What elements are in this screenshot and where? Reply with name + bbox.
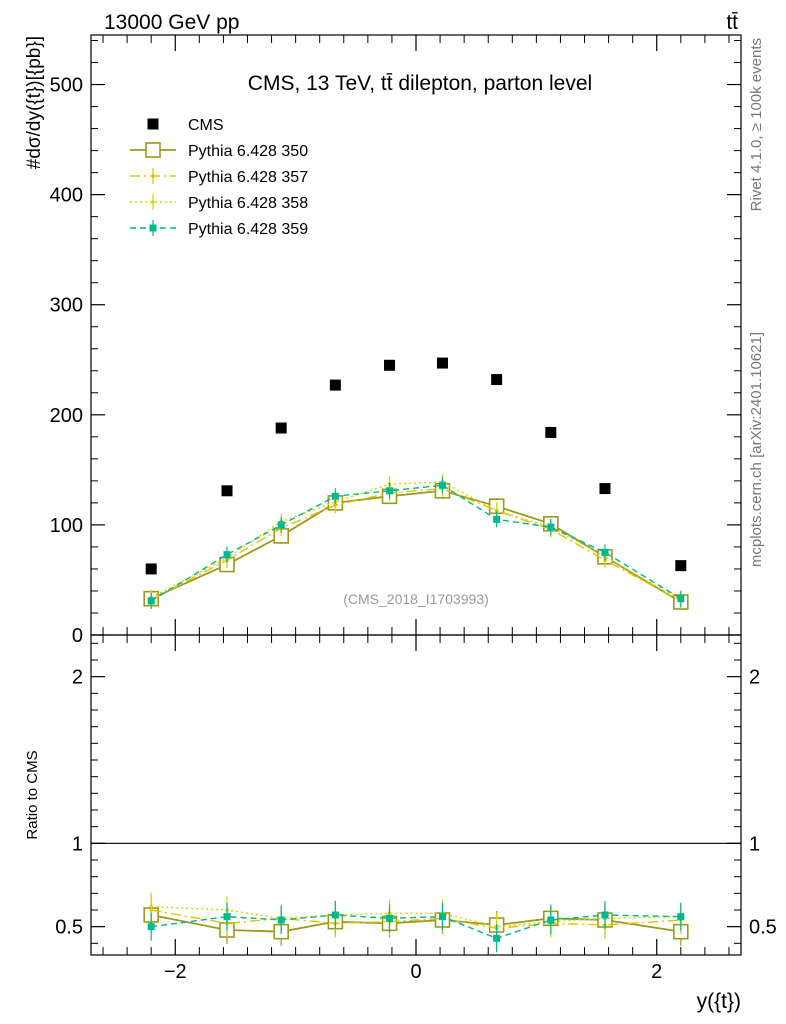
legend-marker xyxy=(151,200,155,204)
legend-marker xyxy=(151,174,155,178)
y-tick-label: 500 xyxy=(50,75,83,97)
ratio-line-1 xyxy=(151,914,681,933)
ratio-tick-label-right: 2 xyxy=(749,667,760,689)
main-marker-359 xyxy=(277,521,285,529)
main-marker-359 xyxy=(547,523,555,531)
ratio-marker-359 xyxy=(547,916,555,924)
cms-data-point xyxy=(145,563,157,575)
main-marker-359 xyxy=(223,551,231,559)
ratio-panel-frame xyxy=(90,634,742,956)
y-tick-label: 100 xyxy=(50,515,83,537)
ratio-tick-label: 1 xyxy=(72,833,83,855)
main-y-axis: 0 100 200 300 400 500 xyxy=(50,40,741,647)
watermark: (CMS_2018_I1703993) xyxy=(343,591,489,607)
ratio-marker-359 xyxy=(147,923,155,931)
ratio-y-axis: 0.5 0.5 1 1 2 2 xyxy=(55,642,777,944)
main-line-4 xyxy=(150,484,682,602)
x-axis: −2 0 2 xyxy=(102,35,730,983)
legend: CMS Pythia 6.428 350 Pythia 6.428 357 Pythi… xyxy=(130,117,308,238)
cms-data-point xyxy=(436,357,448,369)
ratio-tick-label: 2 xyxy=(72,667,83,689)
rivet-label: Rivet 4.1.0, ≥ 100k events xyxy=(748,38,765,211)
cms-data-point xyxy=(221,485,233,497)
ratio-marker-359 xyxy=(277,916,285,924)
main-line-1 xyxy=(150,489,682,603)
plot-title: CMS, 13 TeV, tt̄ dilepton, parton level xyxy=(248,72,592,95)
cms-data-point xyxy=(384,359,396,371)
main-marker-359 xyxy=(147,597,155,605)
x-tick-label: −2 xyxy=(164,961,187,983)
main-marker-359 xyxy=(331,492,339,500)
cms-data-point xyxy=(675,560,687,572)
cms-data-point xyxy=(491,374,503,386)
y-tick-label: 0 xyxy=(72,625,83,647)
main-marker-359 xyxy=(493,515,501,523)
legend-label: CMS xyxy=(188,117,224,134)
legend-label: Pythia 6.428 350 xyxy=(188,143,308,160)
cms-data-point xyxy=(329,379,341,391)
main-marker-359 xyxy=(677,595,685,603)
ratio-line-2 xyxy=(151,909,681,930)
header-left-label: 13000 GeV pp xyxy=(104,11,239,34)
main-series xyxy=(143,357,689,610)
main-marker-359 xyxy=(438,481,446,489)
y-tick-label: 300 xyxy=(50,295,83,317)
y-tick-label: 400 xyxy=(50,185,83,207)
ratio-line-3 xyxy=(151,905,681,928)
x-tick-label: 2 xyxy=(651,961,662,983)
legend-marker-cms xyxy=(147,118,159,130)
ratio-line-4 xyxy=(151,914,681,940)
ratio-tick-label: 0.5 xyxy=(55,917,83,939)
header-right-label: tt̄ xyxy=(726,11,738,34)
main-marker-359 xyxy=(386,487,394,495)
ratio-marker-359 xyxy=(386,914,394,922)
legend-label: Pythia 6.428 358 xyxy=(188,195,308,212)
main-line-3 xyxy=(150,481,682,601)
cms-data-point xyxy=(275,422,287,434)
main-marker-359 xyxy=(601,548,609,556)
main-line-2 xyxy=(150,487,682,602)
y-axis-label: #dσ/dy({t})[{pb}] xyxy=(24,36,45,169)
legend-marker-359 xyxy=(149,224,157,232)
mcplots-label: mcplots.cern.ch [arXiv:2401.10621] xyxy=(748,332,765,567)
cms-data-point xyxy=(545,426,557,438)
cms-data-point xyxy=(599,483,611,495)
legend-marker-350 xyxy=(145,142,161,158)
legend-label: Pythia 6.428 357 xyxy=(188,169,308,186)
ratio-y-axis-label: Ratio to CMS xyxy=(24,750,41,839)
ratio-marker-359 xyxy=(331,911,339,919)
y-tick-label: 200 xyxy=(50,405,83,427)
ratio-marker-359 xyxy=(223,913,231,921)
legend-label: Pythia 6.428 359 xyxy=(188,221,308,238)
main-marker-358 xyxy=(494,508,499,513)
x-tick-label: 0 xyxy=(410,961,421,983)
x-axis-label: y({t}) xyxy=(697,990,741,1013)
ratio-tick-label-right: 1 xyxy=(749,833,760,855)
ratio-marker-359 xyxy=(677,913,685,921)
ratio-marker-358 xyxy=(149,904,153,909)
ratio-marker-359 xyxy=(438,913,446,921)
ratio-marker-359 xyxy=(601,911,609,919)
ratio-tick-label-right: 0.5 xyxy=(749,917,777,939)
ratio-marker-359 xyxy=(493,934,501,942)
ratio-series xyxy=(143,892,689,953)
